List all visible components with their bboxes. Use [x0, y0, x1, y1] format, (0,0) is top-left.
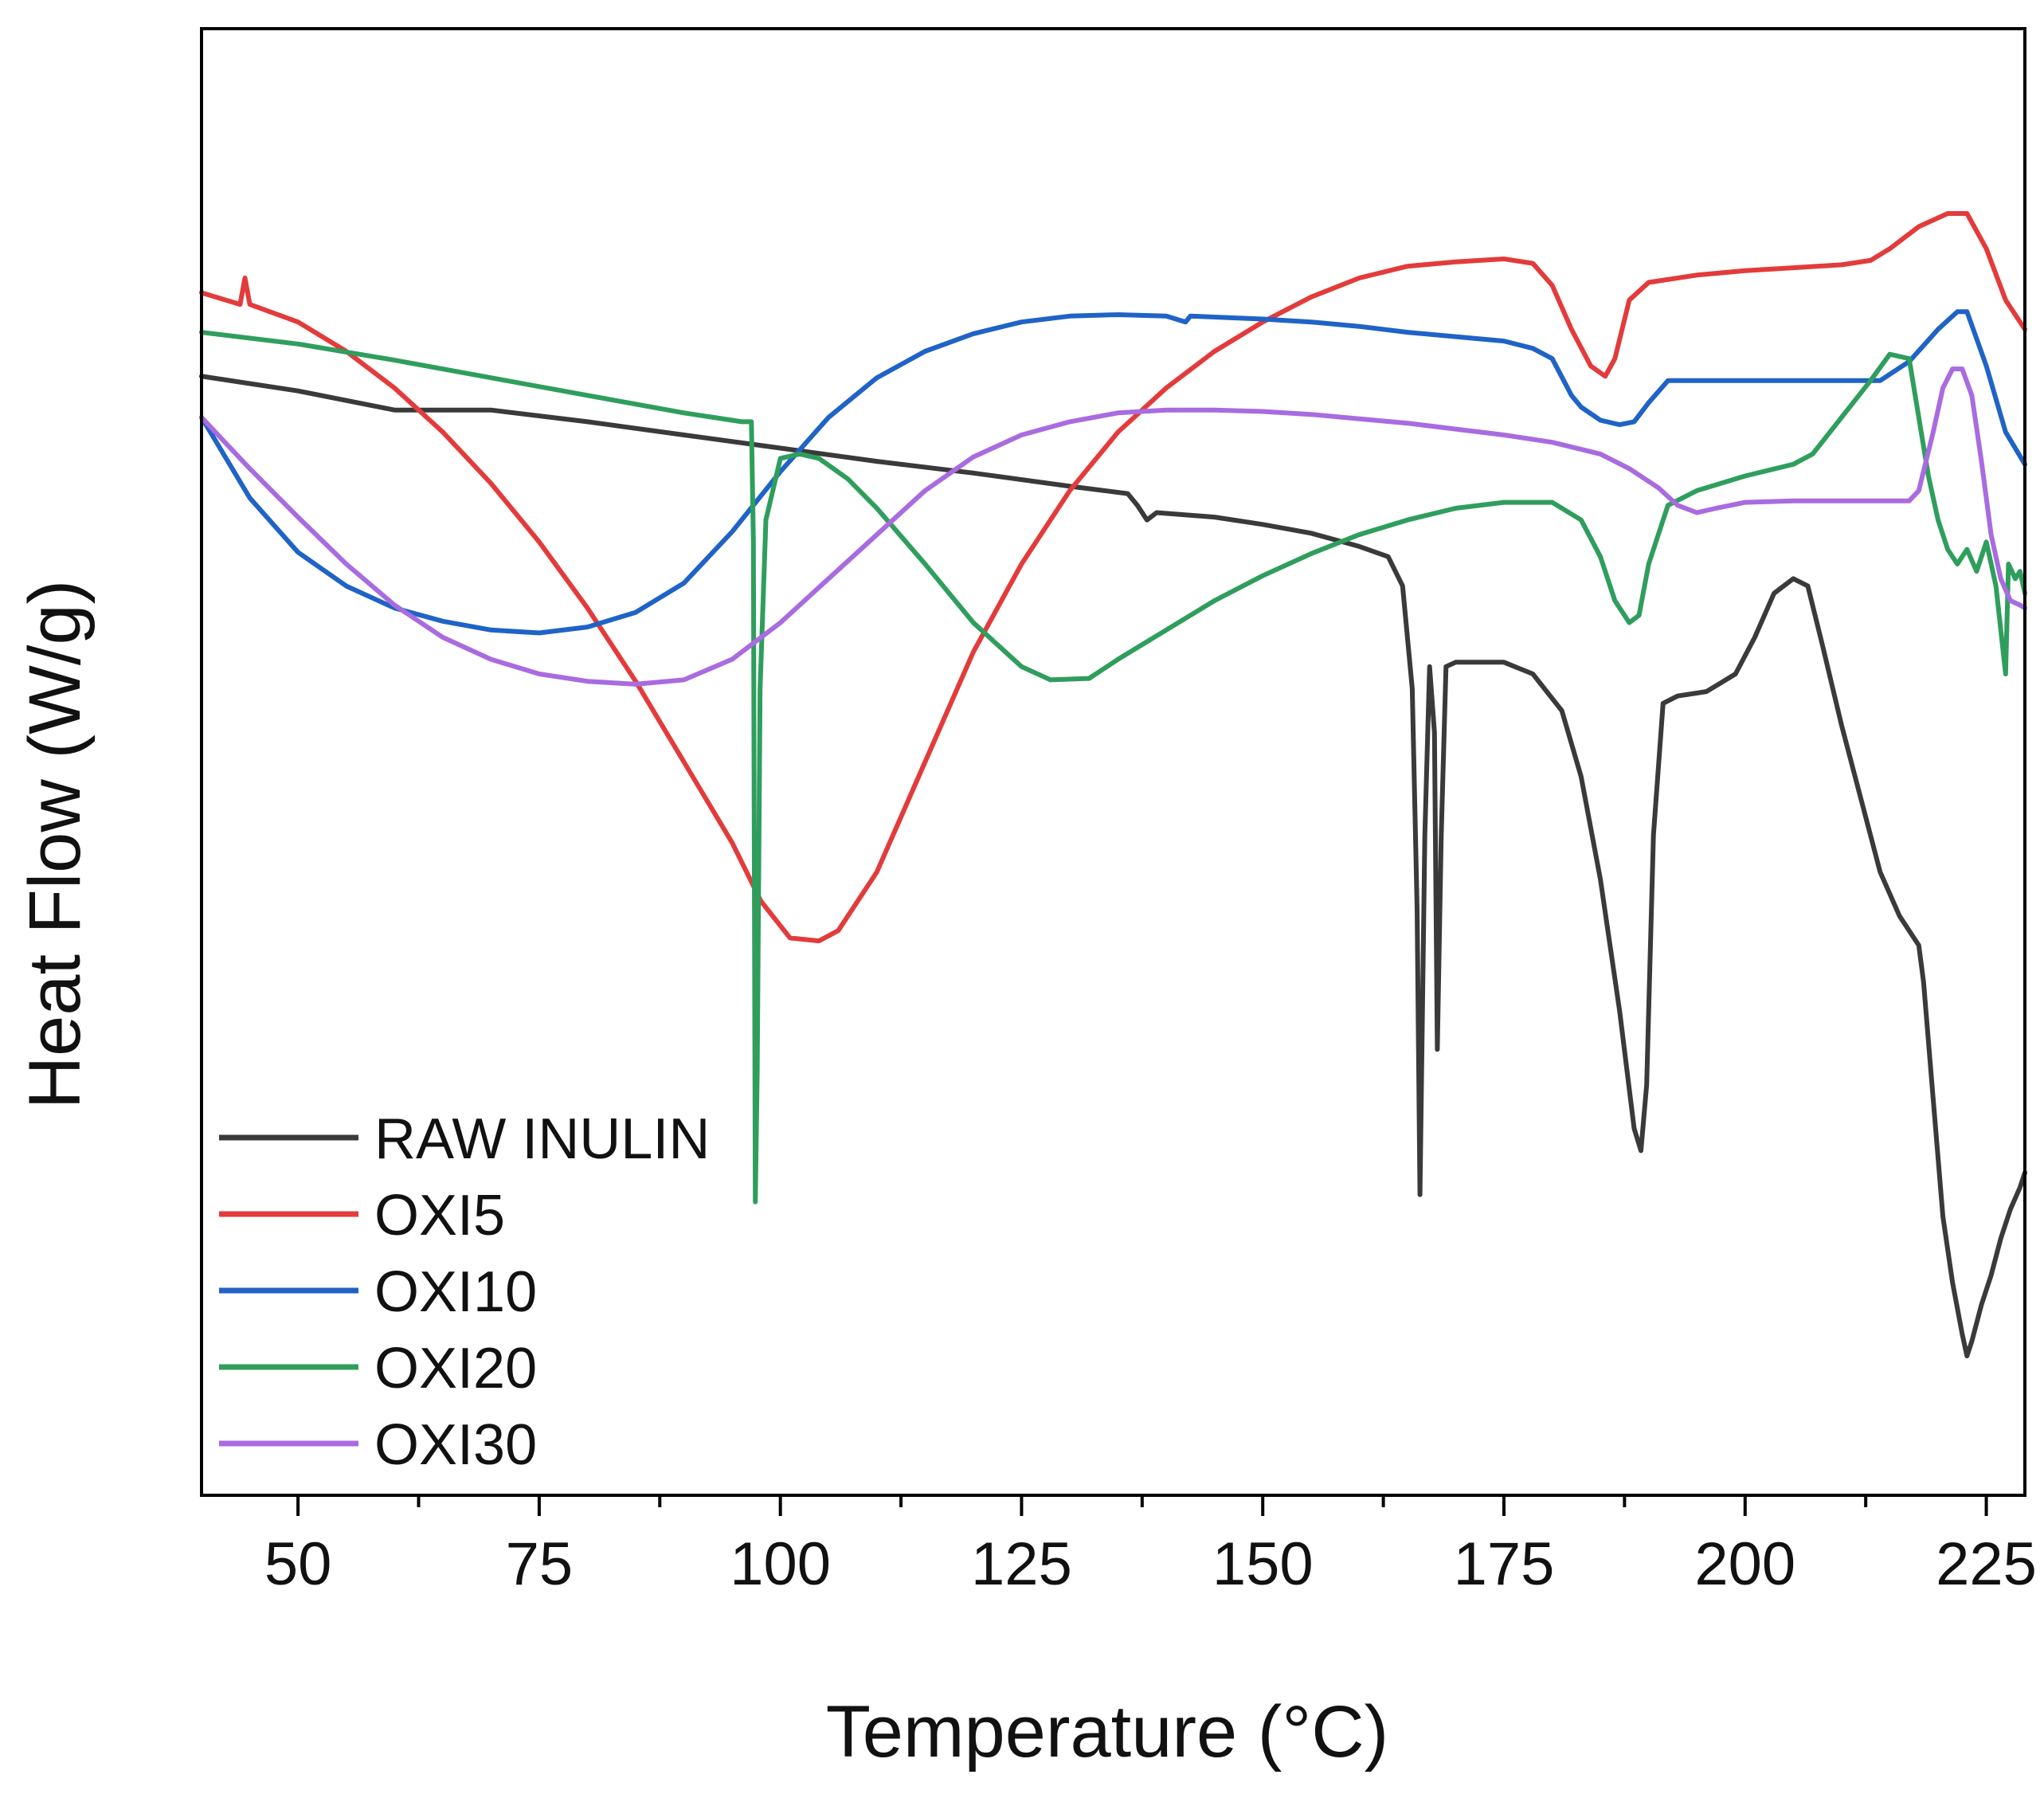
axes-layer: [200, 27, 2026, 1497]
legend-label: OXI20: [374, 1337, 537, 1400]
x-tick-label: 125: [971, 1530, 1072, 1598]
series-line-raw-inulin: [199, 374, 2027, 1359]
series-line-oxi10: [199, 309, 2027, 636]
x-axis-label: Temperature (°C): [826, 1691, 1389, 1773]
series-layer: [199, 211, 2027, 1359]
x-tick-label: 75: [506, 1530, 574, 1598]
legend-label: OXI10: [374, 1260, 537, 1324]
legend-label: RAW INULIN: [374, 1107, 710, 1171]
legend: RAW INULIN OXI5 OXI10 OXI20 OXI30: [219, 1107, 710, 1477]
x-tick-label: 50: [264, 1530, 332, 1598]
series-line-oxi30: [199, 366, 2027, 687]
x-tick-label: 200: [1694, 1530, 1795, 1598]
plot-frame: [200, 27, 2026, 1497]
y-axis-label: Heat Flow (W/g): [14, 580, 96, 1110]
x-tick-label: 150: [1212, 1530, 1314, 1598]
x-tick-label: 100: [730, 1530, 831, 1598]
legend-label: OXI30: [374, 1413, 537, 1477]
legend-label: OXI5: [374, 1184, 505, 1248]
series-line-oxi20: [199, 330, 2027, 1205]
x-tick-label: 225: [1936, 1530, 2037, 1598]
x-tick-label: 175: [1454, 1530, 1555, 1598]
x-ticks: 50 75 100 125 150 175 200 225: [264, 1495, 2037, 1598]
series-line-oxi5: [199, 211, 2027, 944]
